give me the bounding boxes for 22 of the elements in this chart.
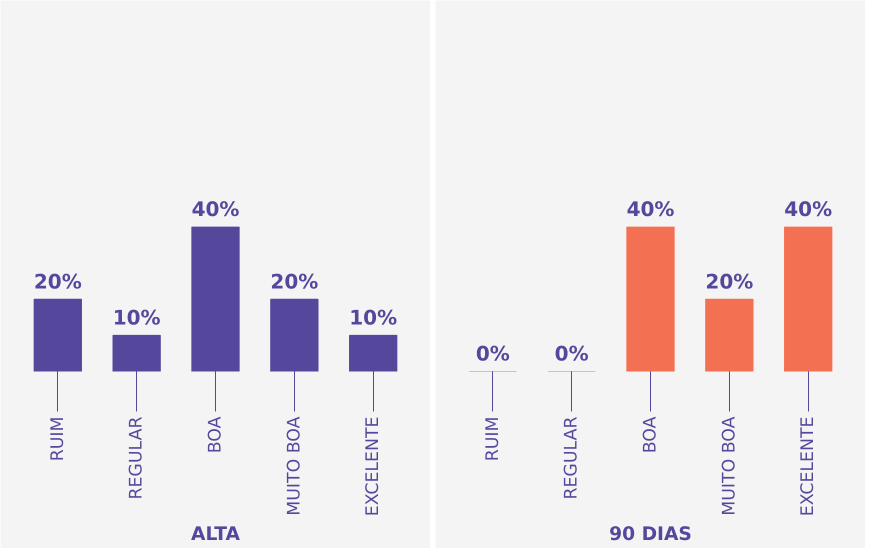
- x-tick-label: BOA: [206, 416, 226, 454]
- data-label: 40%: [784, 197, 832, 222]
- x-tick-label: BOA: [640, 416, 660, 454]
- x-axis-title: ALTA: [191, 524, 241, 546]
- data-label: 20%: [705, 269, 754, 294]
- x-tick-label: MUITO BOA: [284, 416, 304, 516]
- data-label: 0%: [554, 342, 589, 366]
- x-tick-label: RUIM: [48, 416, 68, 462]
- x-axis-title: 90 DIAS: [609, 524, 692, 546]
- x-tick-label: MUITO BOA: [719, 416, 740, 516]
- data-label: 40%: [192, 197, 240, 222]
- data-label: 20%: [270, 269, 318, 294]
- x-tick-label: RUIM: [482, 416, 503, 462]
- x-tick-label: REGULAR: [562, 416, 582, 500]
- x-tick-label: EXCELENTE: [798, 416, 818, 516]
- x-tick-label: EXCELENTE: [363, 416, 384, 516]
- data-label: 40%: [626, 197, 674, 222]
- data-label: 0%: [476, 342, 510, 366]
- data-label: 10%: [349, 305, 398, 330]
- data-label: 10%: [112, 305, 161, 330]
- x-tick-label: REGULAR: [126, 416, 147, 500]
- data-label: 20%: [34, 269, 82, 294]
